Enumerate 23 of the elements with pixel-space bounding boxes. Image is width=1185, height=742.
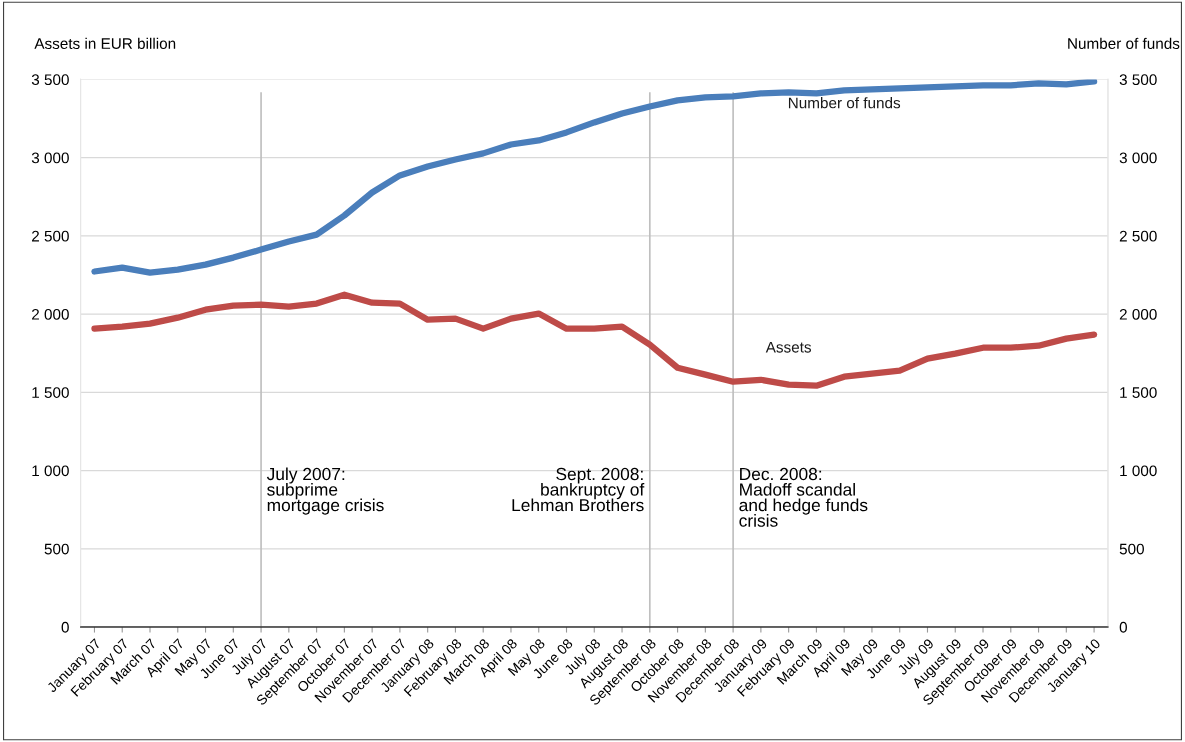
ref-line-label: Sept. 2008: bankruptcy of Lehman Brothers — [512, 467, 645, 512]
y-tick-label: 0 — [61, 621, 69, 633]
y-tick-label: 2 500 — [32, 230, 69, 242]
ref-line-label: July 2007: subprime mortgage crisis — [266, 467, 384, 515]
y-axis-title: Assets in EUR billion — [34, 37, 176, 49]
y2-axis-title: Number of funds — [1068, 37, 1180, 49]
ref-line-label: Dec. 2008: Madoff scandal and hedge funds crisis — [739, 467, 868, 527]
y-tick-label: 1 500 — [32, 387, 69, 398]
y-tick-label: 3 500 — [31, 74, 69, 86]
series-label: Assets — [765, 341, 812, 353]
y-tick-label: 2 000 — [32, 308, 69, 320]
y-tick-label: 1 000 — [32, 465, 69, 477]
y2-tick-label: 1 500 — [1120, 387, 1157, 398]
series-label: Number of funds — [788, 97, 901, 109]
y2-tick-label: 0 — [1119, 621, 1127, 633]
y-tick-label: 500 — [44, 543, 69, 555]
y2-tick-label: 2 500 — [1119, 230, 1157, 242]
y-tick-label: 3 000 — [31, 152, 69, 164]
y2-tick-label: 3 000 — [1119, 152, 1157, 164]
y2-tick-label: 1 000 — [1120, 465, 1157, 477]
y2-tick-label: 2 000 — [1119, 308, 1157, 320]
y2-tick-label: 3 500 — [1119, 74, 1157, 86]
y2-tick-label: 500 — [1119, 543, 1144, 555]
